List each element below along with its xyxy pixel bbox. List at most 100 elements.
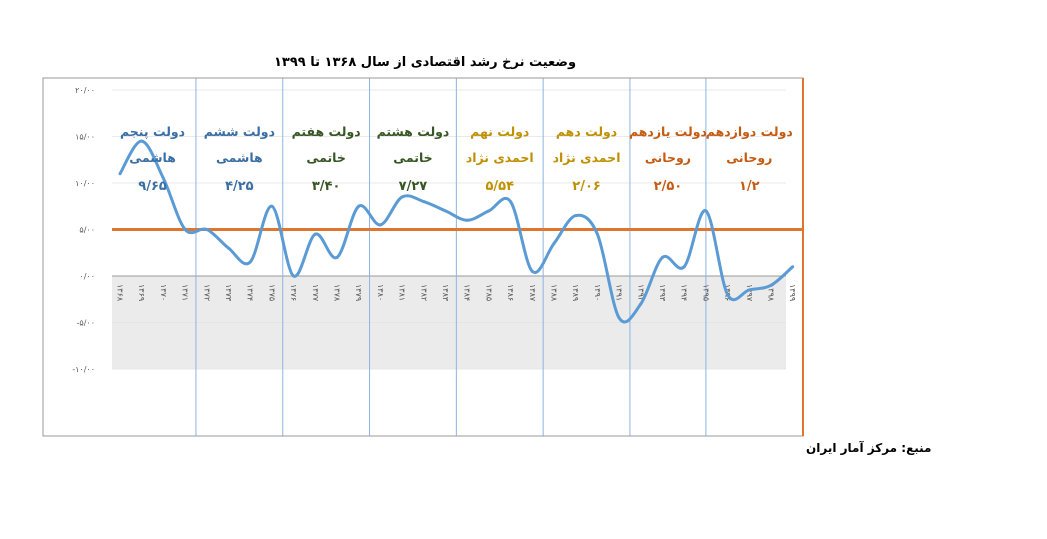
data-point (161, 176, 165, 180)
government-average: ۳/۴۰ (312, 179, 341, 194)
x-tick-label: ۱۳۹۹ (788, 284, 797, 301)
y-tick-label: ۰/۰۰ (79, 272, 95, 281)
x-tick-label: ۱۳۹۵ (701, 284, 710, 301)
x-tick-label: ۱۳۸۳ (441, 284, 450, 302)
x-axis-ticks: ۱۳۶۸ ۱۳۶۹ ۱۳۷۰ ۱۳۷۱ ۱۳۷۲ ۱۳۷۳ ۱۳۷۴ ۱۳۷۵ ۱۳۷۶ ۱۳۷۷… (116, 284, 798, 302)
government-average: ۲/۵۰ (654, 179, 683, 194)
chart-title: وضعیت نرخ رشد اقتصادی از سال ۱۳۶۸ تا ۱۳۹… (274, 55, 576, 70)
x-tick-label: ۱۳۹۰ (593, 284, 602, 301)
y-tick-label: ۱۰/۰۰ (75, 179, 95, 188)
data-point (509, 200, 513, 204)
government-average: ۵/۵۴ (485, 179, 514, 194)
x-tick-label: ۱۳۸۴ (463, 284, 472, 301)
x-tick-label: ۱۳۷۶ (289, 284, 298, 301)
government-dividers (195, 78, 707, 436)
x-tick-label: ۱۳۸۵ (484, 284, 493, 301)
data-point (313, 232, 317, 236)
chart-source: منبع: مرکز آمار ایران (806, 440, 932, 455)
government-name: دولت پنجم (120, 124, 185, 139)
y-tick-label: -۱۰/۰۰ (72, 365, 95, 374)
x-tick-label: ۱۳۷۰ (159, 284, 168, 301)
data-point (118, 172, 122, 176)
data-point (769, 283, 773, 287)
x-tick-label: ۱۳۶۸ (116, 284, 125, 302)
government-president: خاتمی (393, 150, 432, 165)
government-president: روحانی (726, 150, 772, 165)
data-point (205, 228, 209, 231)
data-point (140, 139, 144, 143)
government-name: دولت دهم (556, 124, 617, 139)
y-tick-label: ۵/۰۰ (79, 226, 95, 235)
data-point (574, 214, 578, 218)
y-axis-ticks: ۲۰/۰۰ ۱۵/۰۰ ۱۰/۰۰ ۵/۰۰ ۰/۰۰ -۵/۰۰ -۱۰/۰۰ (72, 86, 95, 374)
data-point (292, 274, 296, 278)
data-point (661, 255, 664, 259)
government-president: هاشمی (216, 150, 263, 165)
x-tick-label: ۱۳۷۲ (202, 284, 211, 301)
data-point (595, 232, 599, 236)
data-point (444, 209, 447, 213)
x-tick-label: ۱۳۷۵ (267, 284, 276, 301)
data-point (270, 204, 274, 208)
government-name: دولت نهم (470, 124, 529, 139)
government-average: ۷/۲۷ (399, 179, 428, 194)
government-president: هاشمی (129, 150, 176, 165)
x-tick-label: ۱۳۹۲ (636, 284, 645, 301)
x-tick-label: ۱۳۷۱ (181, 284, 190, 301)
x-tick-label: ۱۳۹۴ (680, 284, 689, 301)
x-tick-label: ۱۳۶۹ (137, 284, 146, 301)
data-point (227, 246, 230, 250)
x-tick-label: ۱۳۷۸ (333, 284, 342, 302)
x-tick-label: ۱۳۸۷ (528, 284, 537, 302)
data-point (791, 265, 795, 269)
government-average: ۹/۶۵ (138, 179, 167, 194)
government-president: خاتمی (306, 150, 345, 165)
x-tick-label: ۱۳۸۲ (419, 284, 428, 301)
x-tick-label: ۱۳۸۱ (398, 284, 407, 301)
data-point (357, 204, 361, 208)
government-average: ۴/۲۵ (225, 179, 254, 194)
data-point (465, 218, 469, 222)
data-point (530, 269, 534, 273)
government-labels: دولت پنجم هاشمی ۹/۶۵ دولت ششم هاشمی ۴/۲۵ دولت … (120, 124, 793, 194)
y-tick-label: ۲۰/۰۰ (75, 86, 95, 95)
data-point (682, 265, 686, 269)
government-average: ۲/۰۶ (572, 179, 601, 194)
data-point (422, 200, 426, 204)
x-tick-label: ۱۳۷۷ (311, 284, 320, 302)
data-point (248, 260, 252, 264)
x-tick-label: ۱۳۹۳ (658, 284, 667, 302)
data-point (726, 293, 730, 297)
data-point (400, 195, 404, 199)
data-point (335, 255, 339, 259)
government-president: روحانی (645, 150, 691, 165)
data-point (183, 228, 187, 231)
data-point (704, 209, 708, 213)
y-tick-label: -۵/۰۰ (77, 319, 95, 328)
x-tick-label: ۱۳۷۹ (354, 284, 363, 301)
x-tick-label: ۱۳۸۶ (506, 284, 515, 301)
government-name: دولت هفتم (292, 124, 361, 139)
data-point (487, 209, 491, 213)
data-point (747, 288, 751, 292)
government-president: احمدی نژاد (553, 150, 621, 165)
x-tick-label: ۱۳۷۴ (246, 284, 255, 301)
data-point (639, 302, 643, 306)
x-tick-label: ۱۳۸۹ (571, 284, 580, 301)
government-average: ۱/۲ (739, 179, 760, 194)
data-point (552, 241, 556, 245)
x-tick-label: ۱۳۸۸ (550, 284, 559, 302)
data-point (378, 223, 382, 227)
data-point (617, 316, 621, 320)
data-points (118, 139, 795, 320)
x-tick-label: ۱۳۹۱ (615, 284, 624, 301)
government-name: دولت یازدهم (629, 124, 707, 139)
government-president: احمدی نژاد (466, 150, 534, 165)
government-name: دولت دوازدهم (706, 124, 793, 139)
x-tick-label: ۱۳۷۳ (224, 284, 233, 302)
x-tick-label: ۱۳۹۸ (767, 284, 776, 302)
government-name: دولت ششم (204, 124, 275, 139)
government-name: دولت هشتم (377, 124, 450, 139)
